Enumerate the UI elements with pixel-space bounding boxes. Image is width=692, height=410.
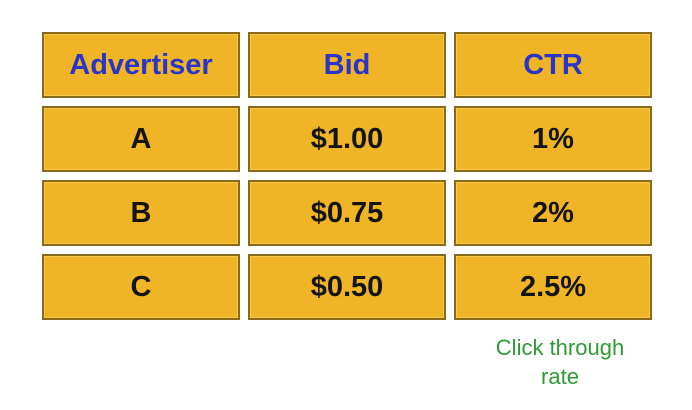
- cell-advertiser-a: A: [42, 106, 240, 172]
- cell-ctr-c: 2.5%: [454, 254, 652, 320]
- cell-ctr-b: 2%: [454, 180, 652, 246]
- cell-advertiser-c: C: [42, 254, 240, 320]
- ctr-annotation-line2: rate: [541, 364, 579, 389]
- cell-bid-c: $0.50: [248, 254, 446, 320]
- header-advertiser: Advertiser: [42, 32, 240, 98]
- header-bid: Bid: [248, 32, 446, 98]
- cell-ctr-a: 1%: [454, 106, 652, 172]
- cell-bid-b: $0.75: [248, 180, 446, 246]
- header-ctr: CTR: [454, 32, 652, 98]
- ctr-annotation: Click through rate: [462, 333, 658, 391]
- bid-table: Advertiser Bid CTR A $1.00 1% B $0.75 2%…: [42, 32, 652, 320]
- cell-bid-a: $1.00: [248, 106, 446, 172]
- ctr-annotation-line1: Click through: [495, 335, 625, 360]
- cell-advertiser-b: B: [42, 180, 240, 246]
